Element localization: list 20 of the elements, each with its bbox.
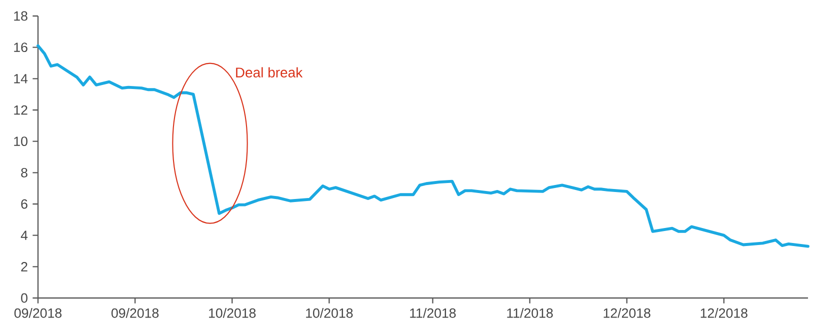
x-tick-label: 10/2018 xyxy=(306,308,353,318)
y-tick-label: 0 xyxy=(21,293,28,303)
x-tick-label: 10/2018 xyxy=(209,308,256,318)
x-tick-label: 09/2018 xyxy=(111,308,159,318)
y-tick-label: 4 xyxy=(20,230,28,240)
x-tick-label: 12/2018 xyxy=(700,308,748,318)
line-series xyxy=(36,44,810,248)
y-tick-label: 14 xyxy=(14,74,28,84)
y-tick-label: 16 xyxy=(14,42,28,52)
y-tick-label: 8 xyxy=(21,168,28,178)
y-tick-label: 2 xyxy=(21,262,28,272)
x-tick-label: 12/2018 xyxy=(604,308,650,318)
y-tick-label: 6 xyxy=(21,199,28,209)
x-tick-label: 09/2018 xyxy=(14,308,62,318)
annotation: Deal break xyxy=(236,67,303,78)
x-tick-label: 11/2018 xyxy=(410,308,456,318)
y-tick-label: 18 xyxy=(14,11,28,21)
y-tick-label: 10 xyxy=(14,136,28,146)
x-tick-label: 11/2018 xyxy=(507,308,553,318)
y-tick-label: 12 xyxy=(14,105,28,115)
